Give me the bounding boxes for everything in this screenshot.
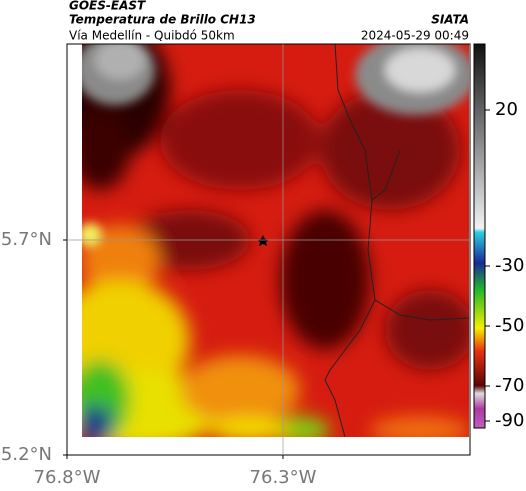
- product: Temperatura de Brillo CH13: [69, 13, 256, 27]
- source: SIATA: [431, 13, 469, 27]
- map-frame: [66, 43, 471, 456]
- colorbar-tick-label: -30: [495, 255, 524, 276]
- colorbar-tick-label: -90: [495, 410, 524, 431]
- ticks: 5.7°N 5.2°N76.8°W 76.3°W 20 -30 -50 -70 -90: [1, 44, 524, 488]
- location-marker: [257, 235, 269, 246]
- border-line: [334, 43, 470, 321]
- satellite: GOES-EAST: [69, 0, 146, 13]
- colorbar-tick-label: -50: [495, 315, 524, 336]
- lon-tick-label: 76.8°W: [34, 467, 101, 488]
- timestamp: 2024-05-29 00:49: [361, 29, 469, 43]
- lat-tick-label: 5.7°N: [1, 229, 52, 250]
- lon-tick-label: 76.3°W: [250, 467, 317, 488]
- border-line: [324, 299, 376, 438]
- colorbar-tick-label: -70: [495, 375, 524, 396]
- colorbar-tick-label: 20: [495, 99, 518, 120]
- satellite-image: [82, 44, 469, 437]
- route: Vía Medellín - Quibdó 50km: [69, 29, 235, 43]
- lat-tick-label: 5.2°N: [1, 444, 52, 465]
- colorbar: [473, 43, 486, 429]
